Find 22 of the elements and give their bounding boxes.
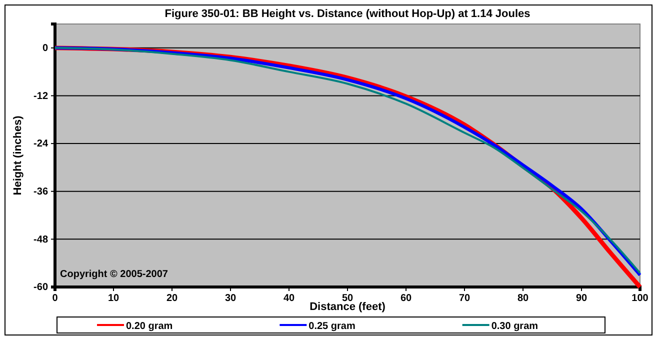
x-tick-label: 0	[52, 293, 58, 304]
x-tick-label: 40	[283, 293, 295, 304]
legend-label: 0.25 gram	[308, 321, 356, 332]
y-tick-label: -60	[34, 282, 48, 294]
y-tick-label: -48	[34, 234, 48, 246]
y-tick-label: -12	[34, 90, 48, 102]
annotation: Copyright © 2005-2007	[60, 269, 168, 280]
x-tick-label: 80	[517, 293, 529, 304]
y-tick-label: -24	[34, 138, 48, 150]
x-tick-label: 70	[458, 293, 470, 304]
legend-label: 0.20 gram	[126, 321, 173, 332]
y-tick-label: -36	[34, 186, 48, 198]
legend-label: 0.30 gram	[491, 321, 538, 332]
x-tick-label: 100	[632, 293, 649, 304]
x-tick-label: 90	[576, 293, 588, 304]
x-tick-label: 60	[400, 293, 412, 304]
x-tick-label: 10	[108, 293, 120, 304]
x-tick-label: 20	[166, 293, 178, 304]
chart-title: Figure 350-01: BB Height vs. Distance (without Hop-Up) at 1.14 Joules	[164, 8, 530, 20]
x-tick-label: 30	[224, 293, 236, 304]
y-tick-label: 0	[42, 43, 48, 54]
y-axis-title: Height (inches)	[12, 115, 24, 196]
